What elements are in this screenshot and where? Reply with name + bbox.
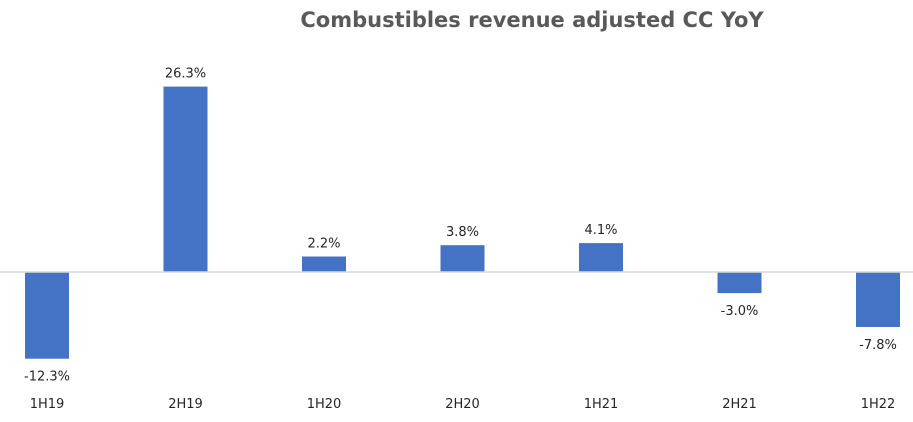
tick-label-1h20: 1H20 [307, 397, 342, 412]
tick-label-2h20: 2H20 [445, 397, 480, 412]
data-label-2h19: 26.3% [165, 67, 206, 82]
bar-2h19 [163, 86, 208, 272]
data-label-2h20: 3.8% [446, 225, 479, 240]
tick-label-2h19: 2H19 [168, 397, 203, 412]
data-label-1h22: -7.8% [859, 338, 897, 353]
data-label-1h21: 4.1% [584, 223, 617, 238]
bar-1h19 [25, 272, 69, 359]
category-axis: 1H19 2H19 1H20 2H20 1H21 2H21 1H22 [30, 397, 896, 412]
bar-2h20 [440, 245, 485, 272]
data-label-2h21: -3.0% [721, 304, 759, 319]
tick-label-1h19: 1H19 [30, 397, 65, 412]
data-labels-layer: -12.3% 26.3% 2.2% 3.8% 4.1% -3.0% -7.8% [24, 67, 897, 385]
tick-label-1h21: 1H21 [584, 397, 619, 412]
data-label-1h19: -12.3% [24, 370, 70, 385]
bar-2h21 [717, 272, 762, 294]
data-label-1h20: 2.2% [307, 237, 340, 252]
bar-1h20 [302, 256, 346, 272]
tick-label-1h22: 1H22 [861, 397, 896, 412]
tick-label-2h21: 2H21 [722, 397, 757, 412]
bars-layer [25, 86, 900, 359]
bar-1h22 [856, 272, 900, 327]
bar-1h21 [579, 243, 623, 272]
chart-title: Combustibles revenue adjusted CC YoY [300, 8, 764, 32]
